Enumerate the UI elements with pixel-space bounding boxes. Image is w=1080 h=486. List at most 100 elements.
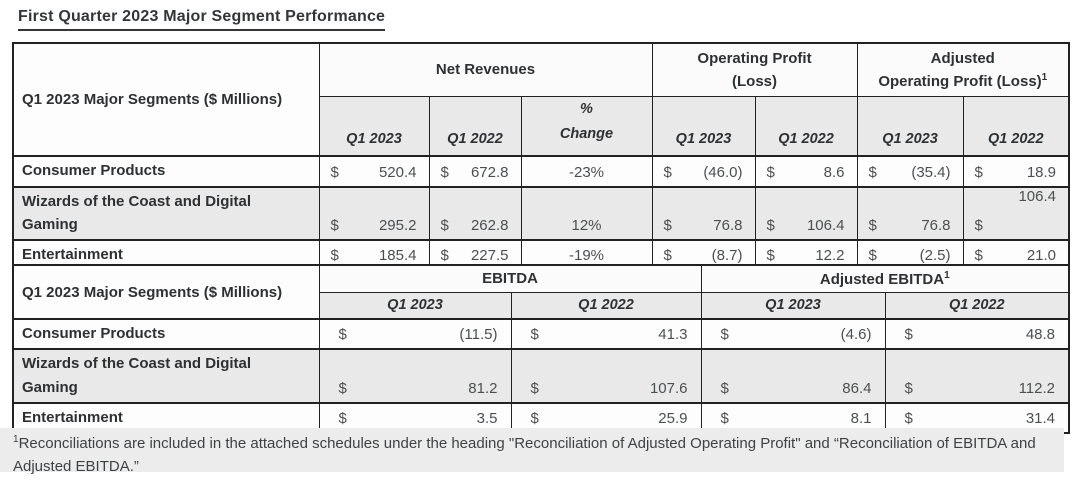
dollar-sign: $ xyxy=(663,217,672,234)
dollar-sign: $ xyxy=(766,163,775,181)
col-header-netrev-q1-2022: Q1 2022 xyxy=(428,95,522,157)
dollar-sign: $ xyxy=(663,247,672,265)
footnote-marker: 1 xyxy=(944,269,950,281)
dollar-sign: $ xyxy=(904,326,913,344)
ebitda-2022-cell: $41.3 xyxy=(510,317,702,350)
group-operating-profit: Operating Profit (Loss) xyxy=(651,42,858,97)
dollar-sign: $ xyxy=(904,379,913,397)
dollar-sign: $ xyxy=(868,163,877,181)
dollar-sign: $ xyxy=(530,379,539,397)
adjebitda-2023-cell: $86.4 xyxy=(700,348,886,404)
group-adjusted-operating-profit: Adjusted Operating Profit (Loss)1 xyxy=(856,42,1070,97)
table-row-consumer-products: Consumer Products $520.4 $672.8 -23% $ (4… xyxy=(12,155,1070,188)
cell-value: 31.4 xyxy=(1025,410,1056,427)
cell-value: 12.2 xyxy=(815,247,845,265)
cell-value: 8.1 xyxy=(850,410,872,427)
dollar-sign: $ xyxy=(974,216,983,234)
cell-value: 185.4 xyxy=(378,247,417,265)
dollar-sign: $ xyxy=(338,379,347,397)
dollar-sign: $ xyxy=(440,247,449,265)
cell-value: 106.4 xyxy=(1018,187,1057,205)
pct-change-cell: 12% xyxy=(520,185,653,241)
dollar-sign: $ xyxy=(766,217,775,234)
dollar-sign: $ xyxy=(868,247,877,265)
dollar-sign: $ xyxy=(338,410,347,427)
group-net-revenues: Net Revenues xyxy=(318,42,653,97)
cell-value: (2.5) xyxy=(919,247,951,265)
col-header-pct-change: % Change xyxy=(520,95,653,157)
col-header-ebitda-q1-2023: Q1 2023 xyxy=(318,291,512,320)
cell-value: 106.4 xyxy=(806,217,845,234)
cell-value: (35.4) xyxy=(911,163,951,181)
segment-name: Wizards of the Coast and Digital Gaming xyxy=(12,185,320,241)
op-2022-cell: $8.6 xyxy=(754,155,858,188)
cell-value: 295.2 xyxy=(378,217,417,234)
group-ebitda: EBITDA xyxy=(318,264,702,293)
adjop-2023-cell: $ (35.4) xyxy=(856,155,964,188)
op-2023-cell: $ (46.0) xyxy=(651,155,756,188)
table-row-wizards: Wizards of the Coast and Digital Gaming … xyxy=(12,185,1070,241)
cell-value: (8.7) xyxy=(711,247,743,265)
pct-change-cell: -23% xyxy=(520,155,653,188)
group-adjusted-operating-profit-label: Adjusted Operating Profit (Loss) xyxy=(878,49,1042,90)
netrev-2023-cell: $295.2 xyxy=(318,185,430,241)
cell-value: 21.0 xyxy=(1026,247,1057,265)
col-header-adjop-q1-2022: Q1 2022 xyxy=(962,95,1070,157)
dollar-sign: $ xyxy=(440,163,449,181)
dollar-sign: $ xyxy=(440,217,449,234)
dollar-sign: $ xyxy=(766,247,775,265)
cell-value: 262.8 xyxy=(470,217,509,234)
dollar-sign: $ xyxy=(330,217,339,234)
cell-value: 672.8 xyxy=(470,163,509,181)
cell-value: 18.9 xyxy=(1026,163,1057,181)
col-header-adjebitda-q1-2022: Q1 2022 xyxy=(884,291,1070,320)
cell-value: 8.6 xyxy=(823,163,845,181)
dollar-sign: $ xyxy=(868,217,877,234)
cell-value: 25.9 xyxy=(658,410,688,427)
netrev-2022-cell: $262.8 xyxy=(428,185,522,241)
col-header-adjebitda-q1-2023: Q1 2023 xyxy=(700,291,886,320)
segment-name: Wizards of the Coast and Digital Gaming xyxy=(12,348,320,404)
cell-value: 81.2 xyxy=(468,379,498,397)
footnote-marker: 1 xyxy=(1041,71,1048,83)
segment-name: Consumer Products xyxy=(12,317,320,350)
dollar-sign: $ xyxy=(330,163,339,181)
col-header-op-q1-2022: Q1 2022 xyxy=(754,95,858,157)
dollar-sign: $ xyxy=(330,247,339,265)
dollar-sign: $ xyxy=(720,379,729,397)
op-2022-cell: $106.4 xyxy=(754,185,858,241)
cell-value: 48.8 xyxy=(1025,326,1056,344)
ebitda-2023-cell: $81.2 xyxy=(318,348,512,404)
group-adjusted-ebitda-label: Adjusted EBITDA xyxy=(819,270,945,288)
cell-value: 86.4 xyxy=(842,379,872,397)
cell-value: (4.6) xyxy=(840,326,872,344)
dollar-sign: $ xyxy=(720,410,729,427)
netrev-2022-cell: $672.8 xyxy=(428,155,522,188)
adjebitda-2023-cell: $ (4.6) xyxy=(700,317,886,350)
row-header-segments: Q1 2023 Major Segments ($ Millions) xyxy=(12,264,320,320)
pct-change-label: % Change xyxy=(559,100,614,142)
sub-header-row: Q1 2023 Q1 2022 % Change Q1 2023 Q1 2022… xyxy=(13,95,1070,157)
footnote-text: Reconciliations are included in the atta… xyxy=(13,435,1036,475)
op-2023-cell: $76.8 xyxy=(651,185,756,241)
adjebitda-2022-cell: $112.2 xyxy=(884,348,1070,404)
segment-name: Consumer Products xyxy=(12,155,320,188)
dollar-sign: $ xyxy=(663,163,672,181)
sub-header-row: Q1 2023 Q1 2022 Q1 2023 Q1 2022 xyxy=(13,291,1070,320)
group-operating-profit-label: Operating Profit (Loss) xyxy=(697,49,812,90)
page-title: First Quarter 2023 Major Segment Perform… xyxy=(18,8,386,31)
dollar-sign: $ xyxy=(974,163,983,181)
ebitda-table: Q1 2023 Major Segments ($ Millions) EBIT… xyxy=(12,264,1071,434)
footnote-marker: 1 xyxy=(13,434,19,445)
dollar-sign: $ xyxy=(530,410,539,427)
dollar-sign: $ xyxy=(904,410,913,427)
col-header-ebitda-q1-2022: Q1 2022 xyxy=(510,291,702,320)
col-header-adjop-q1-2023: Q1 2023 xyxy=(856,95,964,157)
dollar-sign: $ xyxy=(338,326,347,344)
cell-value: 76.8 xyxy=(921,217,951,234)
adjebitda-2022-cell: $48.8 xyxy=(884,317,1070,350)
group-adjusted-ebitda: Adjusted EBITDA1 xyxy=(700,264,1070,293)
table-row-consumer-products: Consumer Products $ (11.5) $41.3 $ (4.6) $… xyxy=(12,317,1070,350)
cell-value: 3.5 xyxy=(476,410,498,427)
